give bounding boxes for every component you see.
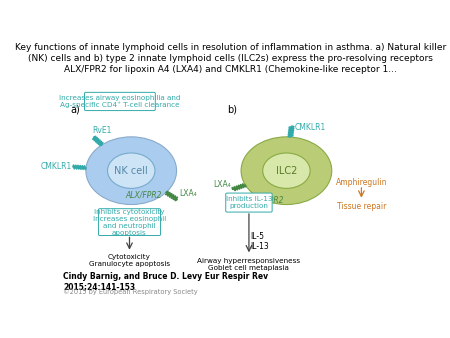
- Text: Inhibits cytotoxicity
Increases eosinophil
and neutrophil
apoptosis: Inhibits cytotoxicity Increases eosinoph…: [93, 209, 166, 236]
- Text: Tissue repair: Tissue repair: [337, 202, 386, 212]
- Text: CMKLR1: CMKLR1: [40, 162, 72, 171]
- FancyBboxPatch shape: [226, 193, 272, 212]
- Text: Key functions of innate lymphoid cells in resolution of inflammation in asthma. : Key functions of innate lymphoid cells i…: [15, 43, 446, 74]
- Text: IL-5
IL-13: IL-5 IL-13: [251, 232, 270, 251]
- Text: Amphiregulin: Amphiregulin: [336, 178, 387, 187]
- Text: RvE1: RvE1: [92, 126, 111, 135]
- Circle shape: [108, 153, 155, 188]
- Text: ALX/FPR2: ALX/FPR2: [248, 195, 284, 204]
- FancyBboxPatch shape: [85, 92, 155, 111]
- Text: Increases airway eosinophilia and
Ag-specific CD4⁺ T-cell clearance: Increases airway eosinophilia and Ag-spe…: [59, 95, 180, 108]
- Text: ALX/FPR2: ALX/FPR2: [126, 191, 162, 200]
- Text: Inhibits IL-13
production: Inhibits IL-13 production: [226, 196, 272, 209]
- Text: LXA₄: LXA₄: [213, 180, 230, 189]
- Text: Cindy Barnig, and Bruce D. Levy Eur Respir Rev
2015;24:141-153: Cindy Barnig, and Bruce D. Levy Eur Resp…: [63, 272, 268, 291]
- Text: CMKLR1: CMKLR1: [294, 123, 326, 132]
- Circle shape: [86, 137, 176, 204]
- Text: a): a): [70, 104, 80, 114]
- Circle shape: [263, 153, 310, 188]
- Text: ©2015 by European Respiratory Society: ©2015 by European Respiratory Society: [63, 288, 198, 295]
- Text: Airway hyperresponsiveness
Goblet cell metaplasia: Airway hyperresponsiveness Goblet cell m…: [198, 258, 301, 271]
- Text: ILC2: ILC2: [276, 166, 297, 176]
- Circle shape: [241, 137, 332, 204]
- Text: Cytotoxicity
Granulocyte apoptosis: Cytotoxicity Granulocyte apoptosis: [89, 255, 170, 267]
- FancyBboxPatch shape: [99, 209, 161, 236]
- Text: LXA₄: LXA₄: [179, 189, 197, 198]
- Text: b): b): [227, 104, 237, 114]
- Text: NK cell: NK cell: [114, 166, 148, 176]
